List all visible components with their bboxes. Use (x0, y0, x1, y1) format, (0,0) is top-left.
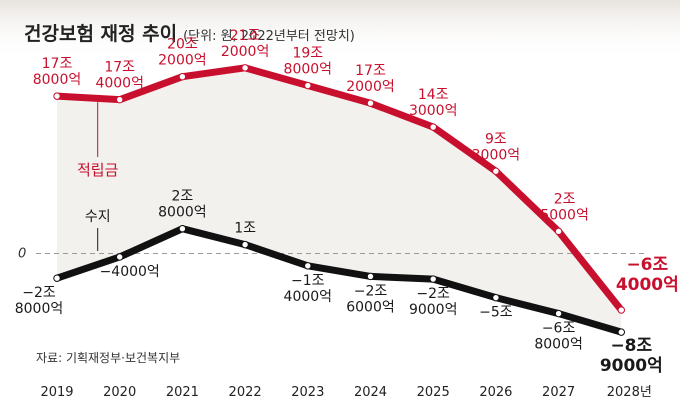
balance-point (366, 272, 375, 281)
x-tick-label: 2019 (40, 385, 73, 400)
balance-point (429, 275, 437, 283)
reserve-point (366, 99, 375, 107)
balance-label: 1조 (234, 221, 256, 237)
balance-point (116, 253, 124, 261)
reserve-point (241, 64, 249, 72)
reserve-label-line: 4000억 (95, 76, 144, 92)
reserve-point (178, 72, 187, 81)
reserve-label-line: 3000억 (409, 103, 458, 119)
x-tick-label: 2024 (354, 385, 387, 400)
balance-label: −5조 (479, 305, 513, 321)
reserve-label-line: 2000억 (158, 53, 207, 69)
x-tick-label: 2020 (103, 385, 136, 400)
x-tick-label: 2021 (166, 385, 199, 400)
reserve-label: 19조 8000억 (284, 46, 333, 78)
legend-reserve: 적립금 (77, 161, 119, 179)
balance-label-line: −6조 (542, 321, 576, 337)
balance-label-line: 8000억 (15, 301, 64, 317)
reserve-label: 2조 5000억 (540, 191, 589, 223)
reserve-label: 20조 2000억 (158, 37, 207, 69)
reserve-label-line: 2000억 (221, 44, 270, 60)
x-tick-label: 2026 (479, 385, 512, 400)
reserve-point (429, 123, 437, 131)
balance-label: −1조 4000억 (284, 273, 333, 305)
balance-label: −4000억 (100, 264, 160, 280)
legend-balance: 수지 (85, 209, 111, 225)
reserve-label-line: 17조 (42, 56, 73, 72)
reserve-label: 17조 2000억 (346, 63, 395, 95)
balance-label-line: 8000억 (158, 205, 207, 221)
x-tick-label: 2022 (229, 385, 262, 400)
balance-label-line: −2조 (22, 285, 56, 301)
reserve-label-line: 4000억 (616, 275, 679, 295)
reserve-point (554, 227, 563, 236)
reserve-label: 14조 3000억 (409, 87, 458, 119)
x-tick-label: 2023 (291, 385, 324, 400)
reserve-label-line: 17조 (104, 60, 135, 76)
balance-label: −2조 9000억 (409, 286, 458, 318)
balance-label-line: 6000억 (346, 299, 395, 315)
balance-point (241, 240, 249, 249)
reserve-label-line: 20조 (167, 37, 198, 53)
reserve-label: 17조 4000억 (95, 60, 144, 92)
balance-label-line: 1조 (234, 221, 256, 237)
reserve-label-line: 14조 (418, 87, 449, 103)
reserve-point (492, 167, 500, 175)
balance-label-line: −2조 (416, 286, 450, 302)
area-between-series (57, 67, 622, 333)
balance-label: 2조 8000억 (158, 189, 207, 221)
balance-point (617, 328, 625, 336)
balance-label-line: −2조 (354, 283, 388, 299)
balance-point (53, 274, 61, 282)
reserve-label-line: 8000억 (33, 72, 82, 88)
balance-label-line: 9000억 (409, 302, 458, 318)
reserve-label: 9조 3000억 (472, 131, 521, 163)
balance-point (554, 309, 563, 318)
reserve-label-line: 2000억 (346, 79, 395, 95)
balance-label: −2조 8000억 (15, 285, 64, 317)
chart-title: 건강보험 재정 추이 (24, 23, 177, 45)
balance-label-line: −4000억 (100, 264, 160, 280)
reserve-point (617, 306, 625, 314)
reserve-label-line: 21조 (230, 28, 261, 44)
balance-label: −6조 8000억 (534, 321, 583, 353)
reserve-label: 17조 8000억 (33, 56, 82, 88)
balance-label-line: 9000억 (600, 356, 663, 376)
x-tick-label: 2027 (542, 385, 575, 400)
balance-label: −8조 9000억 (600, 336, 663, 376)
reserve-label-line: 9조 (485, 131, 507, 147)
x-tick-label: 2028년 (607, 385, 652, 400)
source-note: 자료: 기획재정부·보건복지부 (36, 351, 180, 365)
balance-point (492, 293, 500, 302)
series-line-reserve (53, 64, 625, 314)
header-backdrop (0, 0, 680, 60)
balance-label-line: 4000억 (284, 289, 333, 305)
balance-label-line: −8조 (610, 336, 652, 356)
reserve-label-line: −6조 (626, 255, 668, 275)
balance-label-line: −1조 (291, 273, 325, 289)
reserve-label-line: 3000억 (472, 147, 521, 163)
balance-label: −2조 6000억 (346, 283, 395, 315)
reserve-label: 21조 2000억 (221, 28, 270, 60)
reserve-point (304, 81, 312, 90)
series-line-balance (53, 225, 625, 336)
zero-label: 0 (18, 246, 26, 261)
balance-label-line: −5조 (479, 305, 513, 321)
balance-point (178, 225, 187, 233)
reserve-label: −6조 4000억 (616, 255, 679, 295)
reserve-label-line: 17조 (355, 63, 386, 79)
reserve-label-line: 8000억 (284, 62, 333, 78)
balance-label-line: 8000억 (534, 337, 583, 353)
x-tick-label: 2025 (417, 385, 450, 400)
balance-point (304, 262, 312, 270)
reserve-point (53, 92, 61, 100)
reserve-label-line: 2조 (554, 191, 576, 207)
reserve-point (116, 95, 124, 104)
chart-subtitle: (단위: 원, 2022년부터 전망치) (183, 29, 355, 44)
reserve-label-line: 5000억 (540, 207, 589, 223)
reserve-label-line: 19조 (292, 46, 323, 62)
balance-label-line: 2조 (172, 189, 194, 205)
